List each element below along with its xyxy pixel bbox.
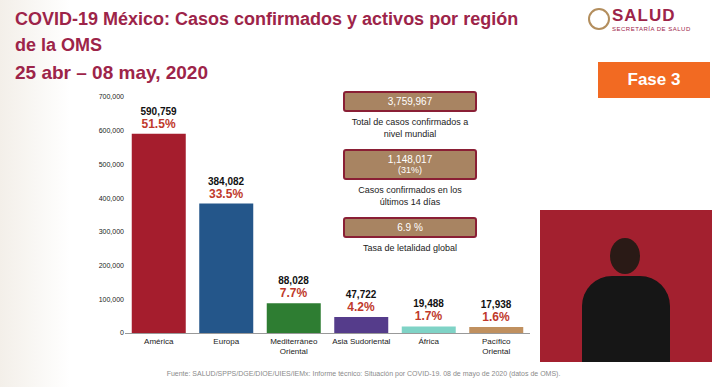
html-text:6.9 %: 6.9 % xyxy=(397,222,423,233)
svg-text:Europa: Europa xyxy=(213,337,239,346)
svg-text:700,000: 700,000 xyxy=(99,93,124,100)
html-text:25 abr – 08 may, 2020: 25 abr – 08 may, 2020 xyxy=(15,62,208,83)
html-text:Total de casos confirmados a n: Total de casos confirmados a nivel mundi… xyxy=(351,117,469,139)
svg-text:300,000: 300,000 xyxy=(99,228,124,235)
svg-text:0: 0 xyxy=(120,329,124,336)
svg-text:MediterráneoOriental: MediterráneoOriental xyxy=(270,337,318,356)
html-text:Fuente: SALUD/SPPS/DGE/DIOE/UI: Fuente: SALUD/SPPS/DGE/DIOE/UIES/IEMx: I… xyxy=(166,370,561,377)
html-text:1,148,017: 1,148,017 xyxy=(387,154,433,165)
svg-text:19,4881.7%: 19,4881.7% xyxy=(413,298,444,323)
svg-text:200,000: 200,000 xyxy=(99,262,124,269)
svg-text:África: África xyxy=(419,337,440,346)
svg-text:Asia Sudoriental: Asia Sudoriental xyxy=(332,337,390,346)
html-text:Fase 3: Fase 3 xyxy=(627,70,681,89)
svg-text:590,75951.5%: 590,75951.5% xyxy=(140,106,177,131)
html-text:SALUD: SALUD xyxy=(612,6,676,25)
html-text:3,759,967: 3,759,967 xyxy=(387,96,433,107)
svg-text:400,000: 400,000 xyxy=(99,195,124,202)
svg-text:384,08233.5%: 384,08233.5% xyxy=(208,176,245,201)
svg-text:600,000: 600,000 xyxy=(99,127,124,134)
svg-text:América: América xyxy=(144,337,174,346)
html-text:Casos confirmados en los últim: Casos confirmados en los últimos 14 días xyxy=(358,185,462,207)
svg-text:PacíficoOriental: PacíficoOriental xyxy=(482,337,511,356)
html-text:(31%): (31%) xyxy=(398,165,422,175)
svg-text:47,7224.2%: 47,7224.2% xyxy=(346,289,377,314)
svg-text:17,9381.6%: 17,9381.6% xyxy=(481,299,512,324)
html-text:Tasa de letalidad global: Tasa de letalidad global xyxy=(363,243,457,253)
svg-text:500,000: 500,000 xyxy=(99,161,124,168)
html-text:de la OMS: de la OMS xyxy=(15,35,102,55)
svg-text:100,000: 100,000 xyxy=(99,296,124,303)
html-text:SECRETARÍA DE SALUD: SECRETARÍA DE SALUD xyxy=(612,26,691,32)
svg-text:88,0287.7%: 88,0287.7% xyxy=(278,275,309,300)
html-text:COVID-19 México: Casos confirm: COVID-19 México: Casos confirmados y act… xyxy=(15,9,519,29)
